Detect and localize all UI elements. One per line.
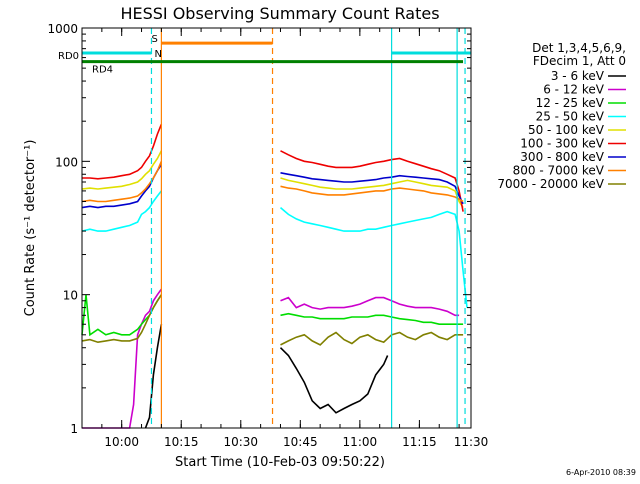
y-tick-label-3: 100 (55, 155, 78, 169)
series-line-1-segment-2 (279, 347, 389, 414)
series-line-9-segment-1 (81, 294, 163, 344)
x-tick-label-1: 10:00 (104, 435, 139, 449)
marker-label-n: N (154, 49, 161, 60)
flag-label-rd4: RD4 (92, 65, 113, 76)
legend-entry-label-2: 6 - 12 keV (543, 83, 605, 97)
series-line-7-segment-2 (280, 172, 464, 205)
series-line-2-segment-1 (82, 288, 163, 429)
series-line-3-segment-2 (280, 312, 464, 326)
series-line-8-segment-2 (280, 185, 464, 203)
series-line-2-segment-2 (280, 296, 460, 317)
x-axis-label: Start Time (10-Feb-03 09:50:22) (175, 455, 385, 470)
axis-ticks: 1 10 100 1000 10:00 10:15 10:30 10:45 11:00 11:15… (47, 22, 488, 449)
legend-header-line-2: FDecim 1, Att 0 (533, 54, 626, 68)
series-line-6-segment-2 (280, 150, 464, 212)
x-tick-label-3: 10:30 (223, 435, 258, 449)
flag-label-rd0: RD0 (58, 51, 79, 62)
y-tick-label-2: 10 (63, 289, 78, 303)
legend-header-line-1: Det 1,3,4,5,6,9, (532, 41, 626, 55)
x-tick-label-5: 11:00 (343, 435, 378, 449)
series-line-6-segment-1 (82, 123, 163, 180)
x-tick-label-7: 11:30 (454, 435, 489, 449)
series-line-4-segment-2 (279, 206, 468, 308)
legend-entry-label-7: 300 - 800 keV (520, 150, 604, 164)
x-tick-label-6: 11:15 (402, 435, 437, 449)
y-tick-label-4: 1000 (47, 22, 78, 36)
legend-entry-label-5: 50 - 100 keV (528, 123, 605, 137)
plot-frame (81, 27, 472, 429)
series-line-1-segment-1 (144, 324, 163, 429)
x-tick-label-2: 10:15 (164, 435, 199, 449)
footer-timestamp: 6-Apr-2010 08:39 (566, 468, 636, 477)
plot-content: RD0 RD4 SN (58, 28, 471, 429)
marker-label-s: S (151, 34, 157, 45)
series-line-9-segment-2 (280, 331, 464, 346)
series-line-5-segment-2 (280, 177, 464, 209)
legend-entry-label-3: 12 - 25 keV (536, 96, 605, 110)
legend-entry-label-1: 3 - 6 keV (551, 69, 605, 83)
y-tick-label-1: 1 (70, 422, 78, 436)
legend-entry-label-8: 800 - 7000 keV (513, 164, 605, 178)
x-tick-label-4: 10:45 (283, 435, 318, 449)
series-line-4-segment-1 (81, 190, 163, 232)
legend-entry-label-4: 25 - 50 keV (536, 110, 605, 124)
chart-title: HESSI Observing Summary Count Rates (120, 4, 439, 23)
legend-entry-label-6: 100 - 300 keV (520, 137, 604, 151)
legend: Det 1,3,4,5,6,9, FDecim 1, Att 0 3 - 6 k… (497, 41, 626, 191)
series-line-5-segment-1 (81, 150, 163, 190)
y-axis-label: Count Rate (s⁻¹ detector⁻¹) (23, 140, 38, 317)
series-line-8-segment-1 (81, 160, 163, 203)
legend-entry-label-9: 7000 - 20000 keV (497, 177, 604, 191)
